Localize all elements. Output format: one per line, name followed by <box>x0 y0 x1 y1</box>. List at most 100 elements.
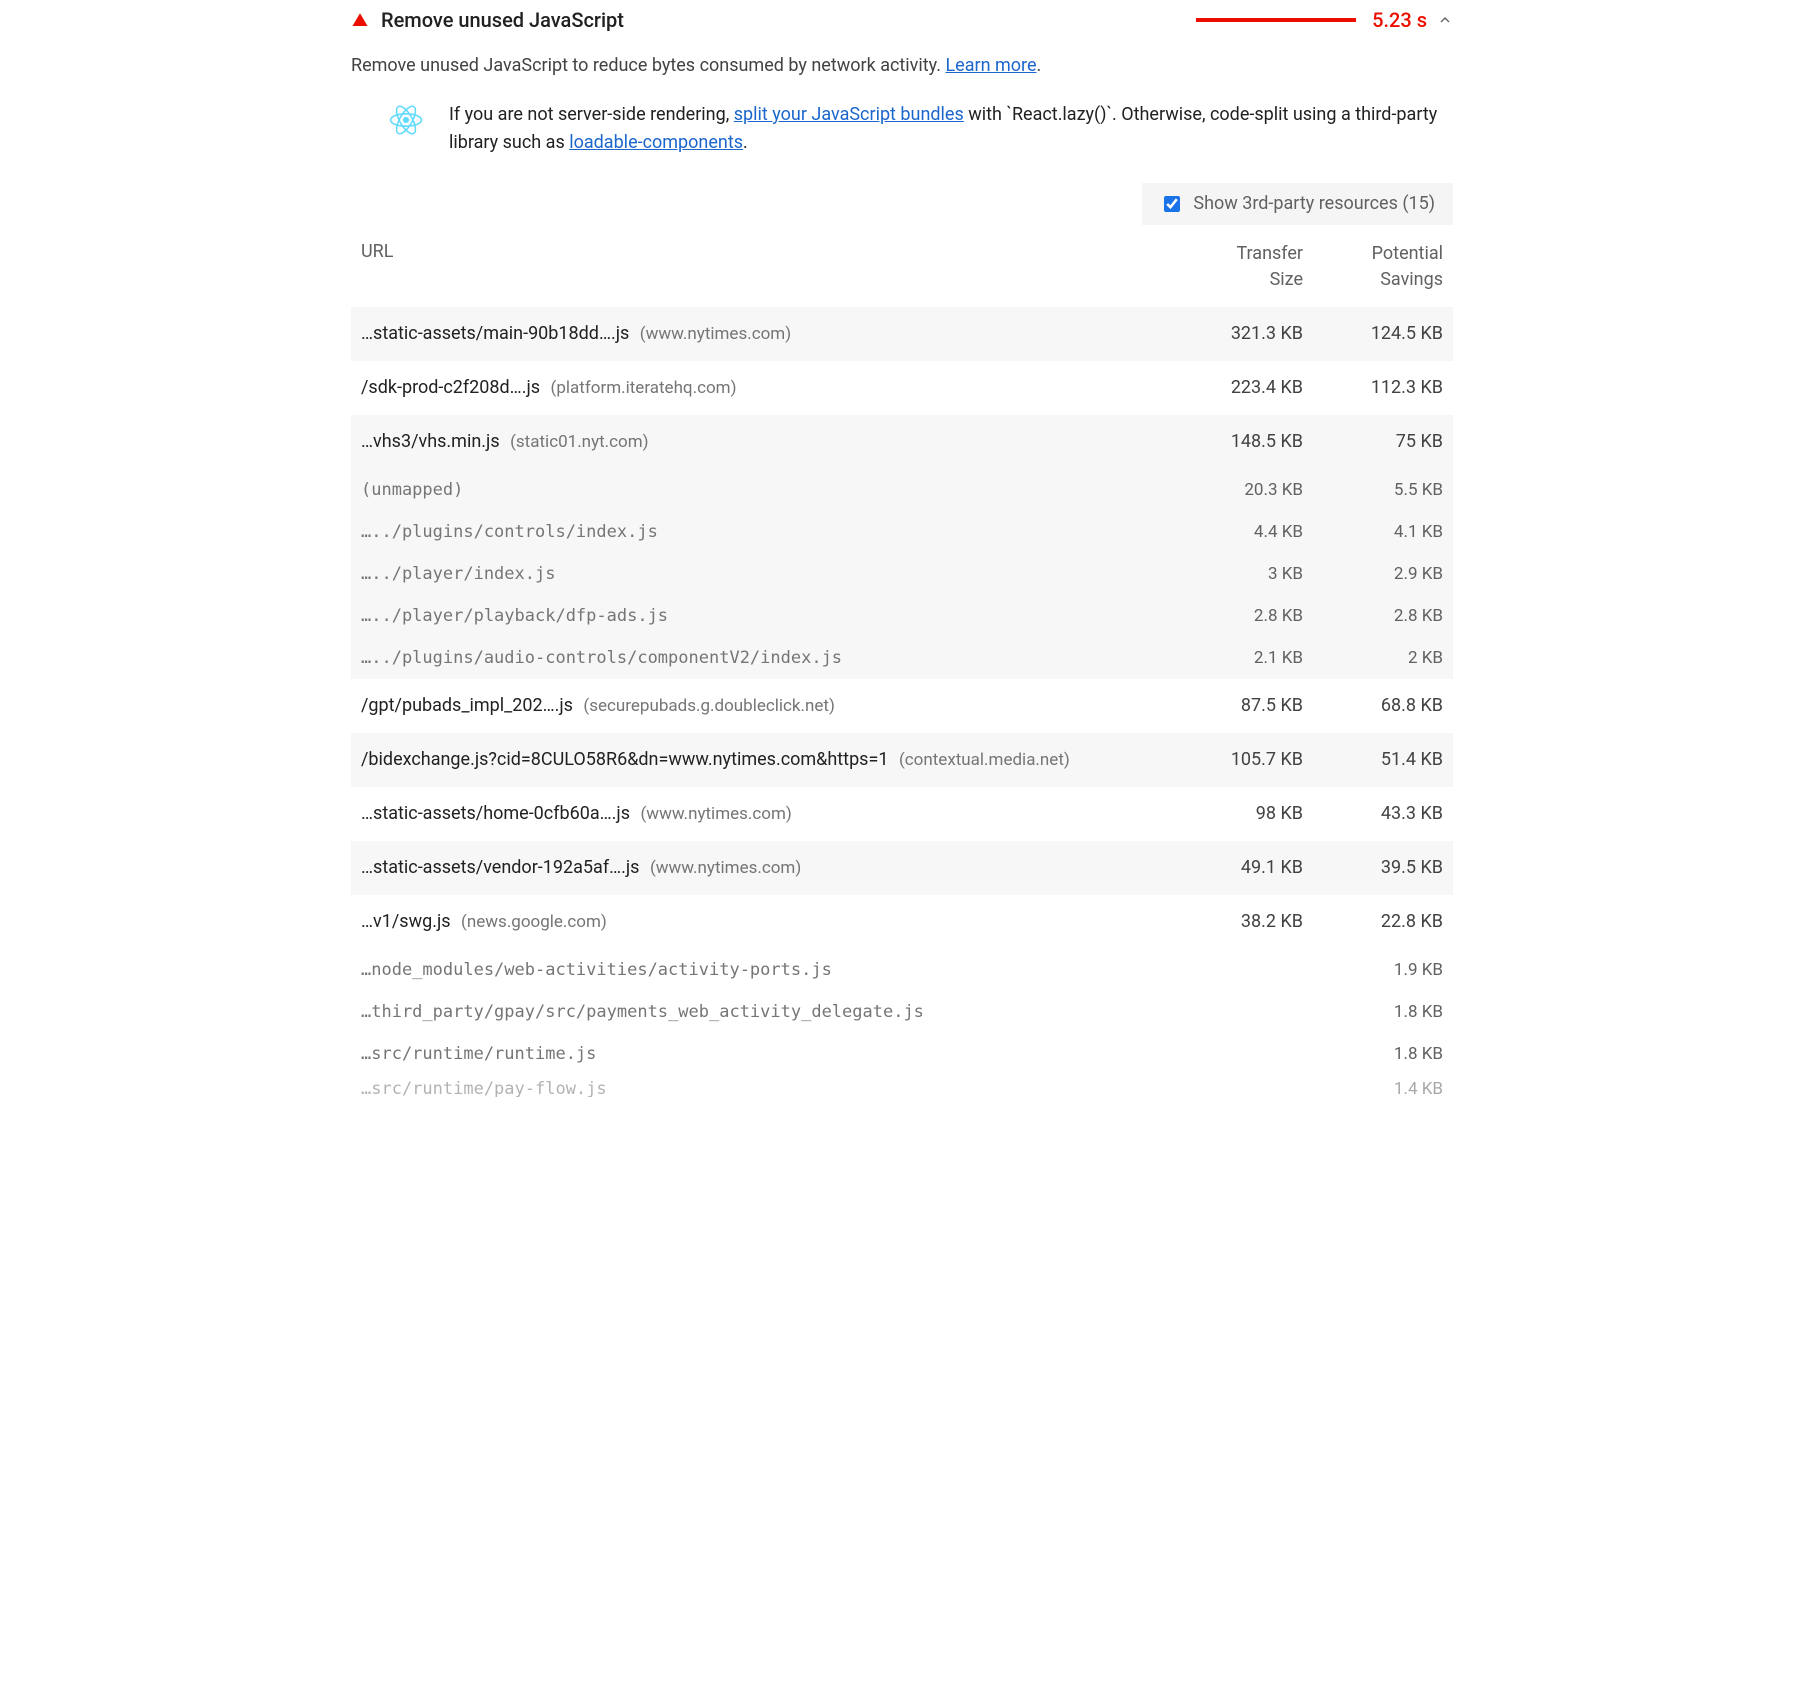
table-row[interactable]: …static-assets/home-0cfb60a….js (www.nyt… <box>351 787 1453 841</box>
metric-value: 5.23 s <box>1372 8 1427 32</box>
cell-url: …vhs3/vhs.min.js (static01.nyt.com) <box>351 431 1173 452</box>
react-icon <box>389 103 423 137</box>
chevron-up-icon[interactable] <box>1437 12 1453 28</box>
url-domain: (news.google.com) <box>461 912 607 932</box>
table-row[interactable]: …static-assets/vendor-192a5af….js (www.n… <box>351 841 1453 895</box>
cell-size: 148.5 KB <box>1173 431 1313 452</box>
cell-save: 75 KB <box>1313 431 1453 452</box>
desc-trail: . <box>1037 55 1042 76</box>
cell-size: 38.2 KB <box>1173 911 1313 932</box>
audit-title: Remove unused JavaScript <box>381 8 624 32</box>
table-row[interactable]: …v1/swg.js (news.google.com)38.2 KB22.8 … <box>351 895 1453 949</box>
url-domain: (www.nytimes.com) <box>650 858 801 878</box>
url-domain: (static01.nyt.com) <box>510 432 648 452</box>
url-text: …static-assets/vendor-192a5af….js <box>361 857 639 878</box>
loadable-components-link[interactable]: loadable-components <box>569 132 743 153</box>
table-row[interactable]: /bidexchange.js?cid=8CULO58R6&dn=www.nyt… <box>351 733 1453 787</box>
audit-description: Remove unused JavaScript to reduce bytes… <box>351 52 1453 79</box>
audit-header[interactable]: Remove unused JavaScript 5.23 s <box>351 6 1453 44</box>
cell-save: 5.5 KB <box>1313 480 1453 500</box>
cell-save: 1.4 KB <box>1313 1079 1453 1097</box>
url-text: /bidexchange.js?cid=8CULO58R6&dn=www.nyt… <box>361 749 888 770</box>
url-text: /gpt/pubads_impl_202….js <box>361 695 573 716</box>
audit-panel: Remove unused JavaScript 5.23 s Remove u… <box>347 0 1457 1097</box>
cell-url: …static-assets/home-0cfb60a….js (www.nyt… <box>351 803 1173 824</box>
cell-url: …../player/playback/dfp-ads.js <box>351 606 1173 626</box>
cell-save: 22.8 KB <box>1313 911 1453 932</box>
cell-size: 105.7 KB <box>1173 749 1313 770</box>
cell-size: 98 KB <box>1173 803 1313 824</box>
cell-url: …src/runtime/pay-flow.js <box>351 1079 1173 1097</box>
cell-url: (unmapped) <box>351 480 1173 500</box>
table-subrow: …third_party/gpay/src/payments_web_activ… <box>351 991 1453 1033</box>
table-subrow: …node_modules/web-activities/activity-po… <box>351 949 1453 991</box>
cell-size: 87.5 KB <box>1173 695 1313 716</box>
url-domain: (www.nytimes.com) <box>640 324 791 344</box>
metric-bar <box>1196 18 1356 22</box>
third-party-toggle-row: Show 3rd-party resources (15) <box>351 183 1453 225</box>
table-subrow: …src/runtime/runtime.js1.8 KB <box>351 1033 1453 1075</box>
cell-url: …static-assets/vendor-192a5af….js (www.n… <box>351 857 1173 878</box>
url-domain: (contextual.media.net) <box>899 750 1070 770</box>
cell-save: 2.9 KB <box>1313 564 1453 584</box>
react-tip: If you are not server-side rendering, sp… <box>351 97 1453 171</box>
cell-url: …v1/swg.js (news.google.com) <box>351 911 1173 932</box>
third-party-checkbox[interactable] <box>1164 196 1180 212</box>
table-header: URL TransferSize PotentialSavings <box>351 231 1453 307</box>
url-text: …v1/swg.js <box>361 911 451 932</box>
cell-url: /gpt/pubads_impl_202….js (securepubads.g… <box>351 695 1173 716</box>
cell-url: …static-assets/main-90b18dd….js (www.nyt… <box>351 323 1173 344</box>
table-subrow: …../plugins/controls/index.js4.4 KB4.1 K… <box>351 511 1453 553</box>
url-domain: (www.nytimes.com) <box>640 804 791 824</box>
third-party-label: Show 3rd-party resources (15) <box>1193 193 1435 214</box>
cell-save: 2 KB <box>1313 648 1453 668</box>
table-subrow: …../plugins/audio-controls/componentV2/i… <box>351 637 1453 679</box>
learn-more-link[interactable]: Learn more <box>945 55 1036 76</box>
cell-size: 4.4 KB <box>1173 522 1313 542</box>
cell-size: 49.1 KB <box>1173 857 1313 878</box>
cell-url: /sdk-prod-c2f208d….js (platform.iterateh… <box>351 377 1173 398</box>
url-text: …static-assets/main-90b18dd….js <box>361 323 629 344</box>
url-text: /sdk-prod-c2f208d….js <box>361 377 540 398</box>
cell-save: 68.8 KB <box>1313 695 1453 716</box>
col-transfer-header: TransferSize <box>1173 241 1313 293</box>
table-row[interactable]: /sdk-prod-c2f208d….js (platform.iterateh… <box>351 361 1453 415</box>
table-subrow: (unmapped)20.3 KB5.5 KB <box>351 469 1453 511</box>
url-text: …static-assets/home-0cfb60a….js <box>361 803 630 824</box>
cell-size: 2.1 KB <box>1173 648 1313 668</box>
cell-size: 321.3 KB <box>1173 323 1313 344</box>
react-tip-text: If you are not server-side rendering, sp… <box>449 101 1445 157</box>
cell-save: 51.4 KB <box>1313 749 1453 770</box>
table-subrow: …../player/index.js3 KB2.9 KB <box>351 553 1453 595</box>
cell-size: 223.4 KB <box>1173 377 1313 398</box>
cell-save: 43.3 KB <box>1313 803 1453 824</box>
split-bundles-link[interactable]: split your JavaScript bundles <box>734 104 964 125</box>
table-body: …static-assets/main-90b18dd….js (www.nyt… <box>351 307 1453 1097</box>
table-row[interactable]: …static-assets/main-90b18dd….js (www.nyt… <box>351 307 1453 361</box>
tip-post: . <box>743 132 748 153</box>
cell-save: 39.5 KB <box>1313 857 1453 878</box>
resources-table: URL TransferSize PotentialSavings …stati… <box>351 231 1453 1097</box>
cell-save: 4.1 KB <box>1313 522 1453 542</box>
cell-url: …../plugins/audio-controls/componentV2/i… <box>351 648 1173 668</box>
col-url-header: URL <box>351 241 1173 262</box>
cell-save: 1.8 KB <box>1313 1044 1453 1064</box>
cell-save: 1.9 KB <box>1313 960 1453 980</box>
table-subrow: …../player/playback/dfp-ads.js2.8 KB2.8 … <box>351 595 1453 637</box>
url-domain: (platform.iteratehq.com) <box>551 378 737 398</box>
table-row[interactable]: …vhs3/vhs.min.js (static01.nyt.com)148.5… <box>351 415 1453 469</box>
warning-triangle-icon <box>351 11 369 29</box>
cell-url: …node_modules/web-activities/activity-po… <box>351 960 1173 980</box>
cell-save: 124.5 KB <box>1313 323 1453 344</box>
cell-size: 2.8 KB <box>1173 606 1313 626</box>
cell-url: …../player/index.js <box>351 564 1173 584</box>
url-domain: (securepubads.g.doubleclick.net) <box>583 696 834 716</box>
cell-save: 1.8 KB <box>1313 1002 1453 1022</box>
table-row[interactable]: /gpt/pubads_impl_202….js (securepubads.g… <box>351 679 1453 733</box>
desc-text: Remove unused JavaScript to reduce bytes… <box>351 55 945 76</box>
cell-save: 112.3 KB <box>1313 377 1453 398</box>
third-party-toggle[interactable]: Show 3rd-party resources (15) <box>1142 183 1453 225</box>
cell-size: 20.3 KB <box>1173 480 1313 500</box>
cell-url: /bidexchange.js?cid=8CULO58R6&dn=www.nyt… <box>351 749 1173 770</box>
url-text: …vhs3/vhs.min.js <box>361 431 500 452</box>
